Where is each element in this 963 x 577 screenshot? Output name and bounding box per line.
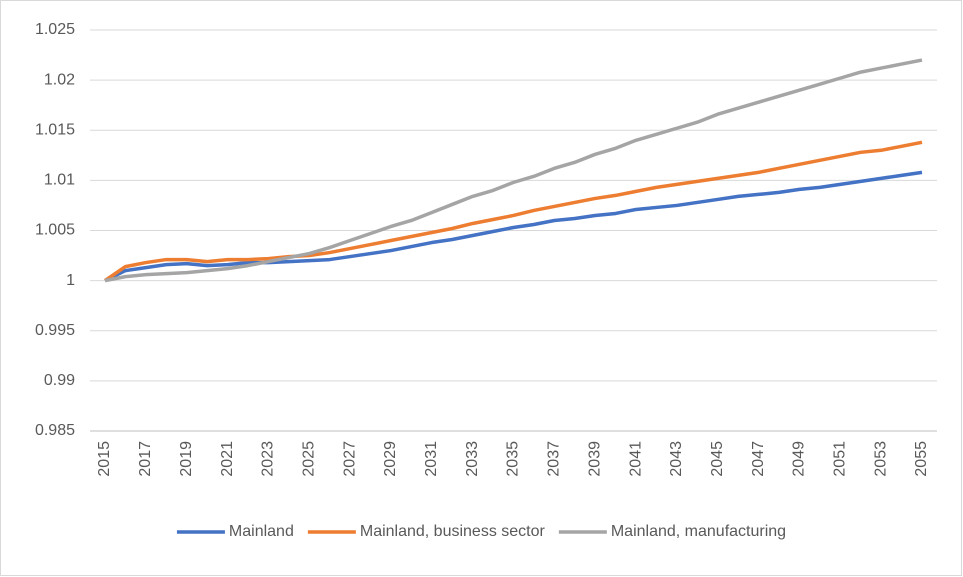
x-tick-label: 2041: [627, 441, 644, 477]
x-tick-label: 2045: [709, 441, 726, 477]
series-line: [104, 170, 923, 283]
x-tick-label: 2019: [178, 441, 195, 477]
y-tick-label: 0.985: [35, 422, 75, 439]
x-tick-label: 2015: [96, 441, 113, 477]
y-tick-label: 1.02: [44, 71, 75, 88]
legend-label: Mainland, business sector: [360, 523, 546, 540]
x-tick-label: 2029: [382, 441, 399, 477]
x-tick-label: 2035: [505, 441, 522, 477]
x-tick-label: 2051: [832, 441, 849, 477]
legend-label: Mainland, manufacturing: [611, 523, 786, 540]
legend-label: Mainland: [229, 523, 294, 540]
x-tick-label: 2023: [260, 441, 277, 477]
x-tick-label: 2037: [546, 441, 563, 477]
x-tick-label: 2055: [913, 441, 930, 477]
x-tick-label: 2043: [668, 441, 685, 477]
x-tick-label: 2027: [341, 441, 358, 477]
x-tick-label: 2031: [423, 441, 440, 477]
x-tick-label: 2053: [872, 441, 889, 477]
x-tick-label: 2033: [464, 441, 481, 477]
y-tick-label: 1.015: [35, 121, 75, 138]
x-tick-label: 2025: [300, 441, 317, 477]
y-tick-label: 0.995: [35, 322, 75, 339]
y-tick-label: 1.025: [35, 21, 75, 38]
x-tick-label: 2047: [750, 441, 767, 477]
x-tick-label: 2017: [137, 441, 154, 477]
x-tick-label: 2039: [586, 441, 603, 477]
x-tick-label: 2049: [791, 441, 808, 477]
y-tick-label: 1.01: [44, 172, 75, 189]
series-line: [104, 140, 923, 283]
y-tick-label: 1: [66, 272, 75, 289]
x-tick-label: 2021: [219, 441, 236, 477]
y-tick-label: 1.005: [35, 222, 75, 239]
series-line: [104, 58, 923, 283]
y-tick-label: 0.99: [44, 372, 75, 389]
